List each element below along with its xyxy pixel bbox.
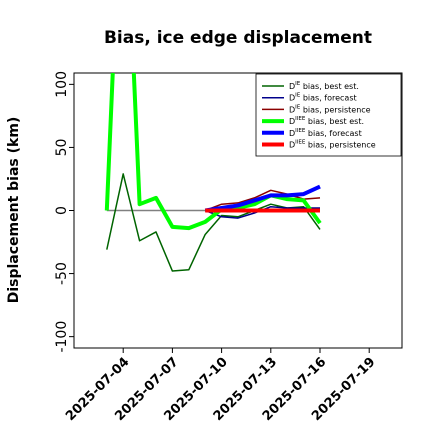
legend-label: DIIEE bias, best est. [289, 116, 364, 126]
chart-title: Bias, ice edge displacement [104, 28, 372, 48]
y-tick-label: 0 [54, 206, 70, 215]
legend-label: DIIEE bias, persistence [289, 139, 376, 149]
legend-label: DIIEE bias, forecast [289, 127, 362, 137]
y-tick-label: 50 [54, 139, 70, 157]
legend-box [255, 73, 402, 157]
legend-label: DIE bias, best est. [289, 81, 359, 91]
legend-label: DIE bias, forecast [289, 92, 357, 102]
y-tick-label: -50 [54, 262, 70, 285]
legend-label: DIE bias, persistence [289, 104, 371, 114]
plot-lines [104, 73, 322, 272]
series-line [104, 73, 322, 231]
series-line [204, 184, 321, 213]
y-tick-label: 100 [54, 71, 70, 98]
y-tick-label: -100 [54, 321, 70, 353]
y-axis-label: Displacement bias (km) [6, 117, 22, 304]
